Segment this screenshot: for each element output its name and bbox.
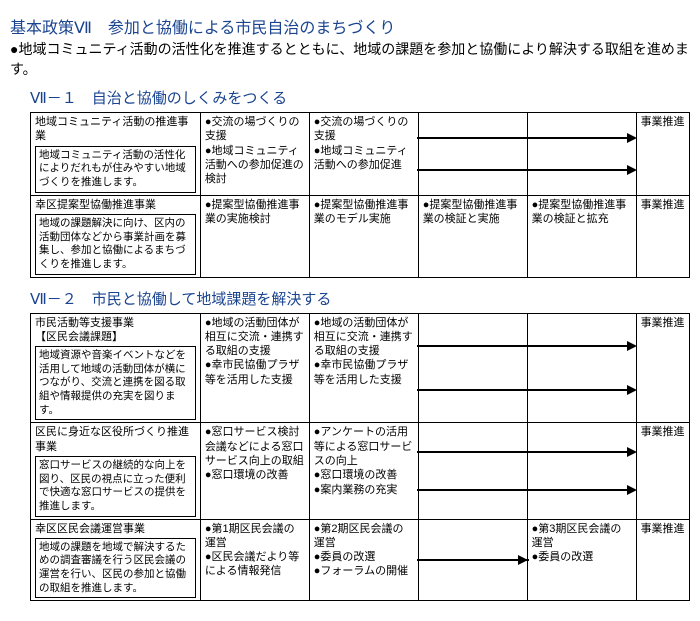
final-cell: 事業推進: [636, 313, 689, 423]
phase-cell: ●提案型協働推進事業のモデル実施: [309, 195, 418, 277]
phase-cell: ●第3期区民会議の運営●委員の改選: [527, 519, 636, 601]
phase-cell: ●提案型協働推進事業の実施検討: [200, 195, 309, 277]
project-title: 区民に身近な区役所づくり推進事業: [35, 425, 196, 454]
phase-cell: [418, 113, 527, 196]
section2-title: Ⅶ－２ 市民と協働して地域課題を解決する: [30, 288, 690, 309]
phase-cell: ●交流の場づくりの支援●地域コミュニティ活動への参加促進の検討: [200, 113, 309, 196]
phase-cell: [418, 519, 527, 601]
policy-title: 基本政策Ⅶ 参加と協働による市民自治のまちづくり: [10, 14, 690, 38]
project-cell: 市民活動等支援事業【区民会議課題】地域資源や音楽イベントなどを活用して地域の活動…: [31, 313, 201, 423]
project-cell: 幸区提案型協働推進事業地域の課題解決に向け、区内の活動団体などから事業計画を募集…: [31, 195, 201, 277]
phase-cell: ●提案型協働推進事業の検証と拡充: [527, 195, 636, 277]
phase-cell: [418, 313, 527, 423]
final-cell: 事業推進: [636, 195, 689, 277]
project-cell: 区民に身近な区役所づくり推進事業窓口サービスの継続的な向上を図り、区民の視点に立…: [31, 423, 201, 519]
project-title: 幸区区民会議運営事業: [35, 522, 196, 536]
project-description: 地域の課題を地域で解決するための調査審議を行う区民会議の運営を行い、区民の参加と…: [35, 538, 196, 599]
project-title: 幸区提案型協働推進事業: [35, 198, 196, 212]
phase-cell: ●交流の場づくりの支援●地域コミュニティ活動への参加促進: [309, 113, 418, 196]
section1-table: 地域コミュニティ活動の推進事業地域コミュニティ活動の活性化によりだれもが住みやす…: [30, 112, 690, 277]
phase-cell: ●第2期区民会議の運営●委員の改選●フォーラムの開催: [309, 519, 418, 601]
project-description: 地域の課題解決に向け、区内の活動団体などから事業計画を募集し、参加と協働によるま…: [35, 214, 196, 275]
final-cell: 事業推進: [636, 113, 689, 196]
project-description: 地域資源や音楽イベントなどを活用して地域の活動団体が横につながり、交流と連携を図…: [35, 346, 196, 420]
phase-cell: [527, 423, 636, 519]
project-title: 地域コミュニティ活動の推進事業: [35, 115, 196, 144]
phase-cell: ●アンケートの活用等による窓口サービスの向上●窓口環境の改善●案内業務の充実: [309, 423, 418, 519]
section1-title: Ⅶ－１ 自治と協働のしくみをつくる: [30, 87, 690, 108]
project-cell: 幸区区民会議運営事業地域の課題を地域で解決するための調査審議を行う区民会議の運営…: [31, 519, 201, 601]
project-cell: 地域コミュニティ活動の推進事業地域コミュニティ活動の活性化によりだれもが住みやす…: [31, 113, 201, 196]
phase-cell: ●提案型協働推進事業の検証と実施: [418, 195, 527, 277]
phase-cell: [527, 113, 636, 196]
policy-description: ●地域コミュニティ活動の活性化を推進するとともに、地域の課題を参加と協働により解…: [10, 40, 690, 79]
phase-cell: [527, 313, 636, 423]
phase-cell: ●地域の活動団体が相互に交流・連携する取組の支援●幸市民協働プラザ等を活用した支…: [309, 313, 418, 423]
phase-cell: [418, 423, 527, 519]
phase-cell: ●第1期区民会議の運営●区民会議だより等による情報発信: [200, 519, 309, 601]
phase-cell: ●地域の活動団体が相互に交流・連携する取組の支援●幸市民協働プラザ等を活用した支…: [200, 313, 309, 423]
phase-cell: ●窓口サービス検討会議などによる窓口サービス向上の取組●窓口環境の改善: [200, 423, 309, 519]
final-cell: 事業推進: [636, 519, 689, 601]
project-description: 地域コミュニティ活動の活性化によりだれもが住みやすい地域づくりを推進します。: [35, 146, 196, 193]
section2-table: 市民活動等支援事業【区民会議課題】地域資源や音楽イベントなどを活用して地域の活動…: [30, 313, 690, 602]
project-description: 窓口サービスの継続的な向上を図り、区民の視点に立った便利で快適な窓口サービスの提…: [35, 456, 196, 517]
project-title: 市民活動等支援事業【区民会議課題】: [35, 316, 196, 345]
final-cell: 事業推進: [636, 423, 689, 519]
